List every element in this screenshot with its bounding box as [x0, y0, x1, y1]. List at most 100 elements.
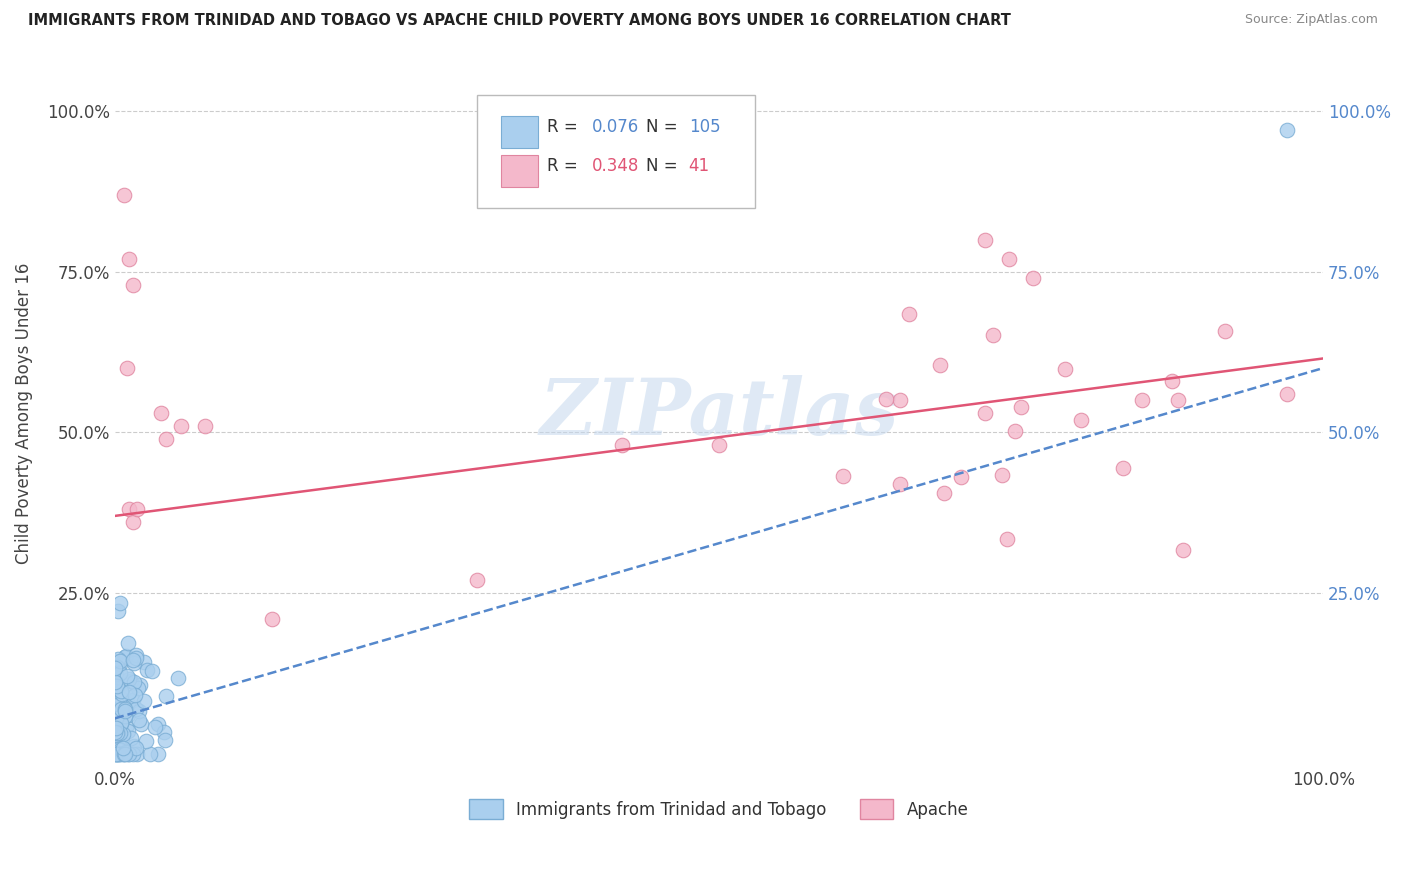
Point	[612, 438, 634, 452]
Point	[104, 706, 127, 721]
Text: 105: 105	[689, 118, 720, 136]
Point	[1070, 412, 1092, 426]
Text: R =: R =	[547, 118, 583, 136]
Point	[107, 682, 129, 697]
Y-axis label: Child Poverty Among Boys Under 16: Child Poverty Among Boys Under 16	[15, 262, 32, 564]
Point	[112, 187, 135, 202]
Point	[118, 684, 141, 698]
Point	[138, 747, 160, 761]
Point	[110, 716, 132, 731]
Text: ZIPatlas: ZIPatlas	[540, 375, 898, 451]
Point	[122, 277, 145, 292]
Text: N =: N =	[647, 157, 683, 175]
Point	[108, 690, 131, 704]
Point	[990, 467, 1012, 482]
Point	[108, 726, 131, 740]
Legend: Immigrants from Trinidad and Tobago, Apache: Immigrants from Trinidad and Tobago, Apa…	[463, 793, 976, 825]
Point	[117, 676, 139, 690]
Point	[115, 745, 138, 759]
Point	[995, 532, 1018, 546]
Point	[1130, 393, 1153, 408]
Point	[111, 747, 134, 761]
Point	[170, 419, 193, 434]
Point	[117, 697, 139, 711]
Point	[1213, 324, 1236, 338]
Text: 41: 41	[689, 157, 710, 175]
Point	[121, 653, 143, 667]
Point	[112, 699, 135, 714]
Point	[104, 661, 127, 675]
Point	[117, 747, 139, 761]
Point	[121, 731, 143, 745]
Point	[1167, 393, 1189, 408]
Point	[949, 470, 972, 484]
Point	[128, 713, 150, 727]
Point	[105, 679, 128, 693]
Point	[1275, 386, 1298, 401]
Point	[114, 721, 136, 735]
Point	[136, 663, 159, 677]
Point	[122, 675, 145, 690]
Point	[981, 327, 1004, 342]
Point	[108, 743, 131, 757]
Point	[125, 741, 148, 756]
Point	[104, 747, 127, 761]
Point	[145, 720, 167, 734]
Point	[115, 668, 138, 682]
Point	[114, 702, 136, 716]
Point	[122, 516, 145, 530]
Point	[110, 683, 132, 698]
Point	[929, 358, 952, 372]
Point	[105, 722, 128, 736]
Point	[110, 654, 132, 668]
Point	[104, 684, 127, 698]
Point	[166, 671, 188, 685]
Point	[973, 233, 995, 247]
Point	[107, 721, 129, 735]
Point	[114, 747, 136, 761]
Point	[112, 747, 135, 761]
Point	[127, 681, 149, 696]
Point	[110, 716, 132, 731]
Point	[110, 731, 132, 746]
Point	[132, 693, 155, 707]
Point	[108, 657, 131, 671]
Point	[107, 604, 129, 618]
Point	[105, 723, 128, 737]
Point	[194, 419, 217, 434]
Text: 0.076: 0.076	[592, 118, 640, 136]
Point	[105, 660, 128, 674]
Point	[125, 702, 148, 716]
Point	[1173, 542, 1195, 557]
Text: Source: ZipAtlas.com: Source: ZipAtlas.com	[1244, 13, 1378, 27]
Point	[104, 747, 127, 761]
Point	[124, 688, 146, 702]
Point	[1022, 271, 1045, 285]
Point	[114, 705, 136, 719]
Point	[132, 655, 155, 669]
Text: 0.348: 0.348	[592, 157, 640, 175]
Point	[129, 716, 152, 731]
Point	[110, 747, 132, 761]
Point	[104, 679, 127, 693]
FancyBboxPatch shape	[502, 116, 537, 148]
Point	[125, 747, 148, 761]
Point	[889, 476, 911, 491]
Point	[117, 636, 139, 650]
Point	[122, 656, 145, 670]
Point	[155, 432, 177, 446]
Point	[146, 717, 169, 731]
Point	[118, 502, 141, 516]
Point	[1010, 400, 1032, 414]
Point	[148, 747, 170, 761]
Point	[998, 252, 1021, 266]
Point	[114, 708, 136, 723]
Point	[707, 438, 730, 452]
Point	[110, 702, 132, 716]
Text: R =: R =	[547, 157, 583, 175]
Point	[973, 406, 995, 420]
Point	[155, 690, 177, 704]
Point	[897, 307, 920, 321]
Point	[889, 393, 911, 408]
Point	[104, 667, 127, 681]
